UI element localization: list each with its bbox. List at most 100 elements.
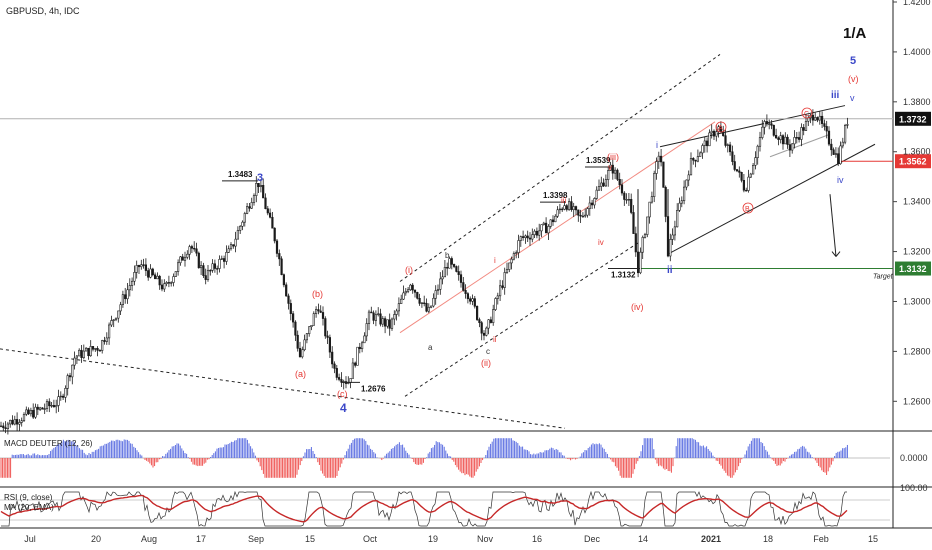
candle-body <box>402 292 405 300</box>
wave-label: c <box>486 347 490 356</box>
candle-body <box>294 321 297 336</box>
wave-label: 5 <box>850 55 856 67</box>
candle-body <box>85 347 88 352</box>
candle-body <box>303 339 306 351</box>
candle-body <box>163 283 166 290</box>
candle-body <box>503 272 506 288</box>
candle-body <box>287 295 290 304</box>
candle-body <box>25 409 28 415</box>
candle-body <box>489 319 493 323</box>
candle-body <box>544 222 548 234</box>
candle-body <box>498 285 502 297</box>
candle-body <box>59 395 62 398</box>
candle-body <box>241 221 244 227</box>
candle-body <box>572 206 575 210</box>
candle-body <box>687 174 690 181</box>
candle-body <box>80 349 83 358</box>
candle-body <box>436 289 440 291</box>
candle-body <box>354 362 357 366</box>
time-tick-label: 18 <box>763 534 773 544</box>
candle-body <box>655 161 658 174</box>
candle-body <box>236 230 240 240</box>
candle-body <box>20 420 23 423</box>
wave-label: iii <box>831 90 840 101</box>
candle-body <box>515 252 518 254</box>
candle-body <box>768 123 771 125</box>
candle-body <box>149 268 152 278</box>
candle-body <box>78 349 81 357</box>
candle-body <box>165 282 168 285</box>
candle-body <box>147 270 150 278</box>
candle-body <box>779 135 782 140</box>
candle-body <box>466 293 470 300</box>
price-tick-label: 1.3000 <box>903 296 931 306</box>
time-axis: Jul 20 Aug 17 Sep 15 Oct 19 Nov 16 Dec 14 2021 18 Feb 1… <box>24 534 878 544</box>
price-tag-label: 1.3132 <box>899 264 927 274</box>
candle-body <box>839 145 842 165</box>
candle-body <box>811 114 814 121</box>
candle-body <box>756 145 759 158</box>
candle-body <box>393 314 396 320</box>
candle-body <box>177 262 180 272</box>
candle-body <box>795 137 798 139</box>
price-annotation-label: 1.3398 <box>543 191 568 200</box>
candle-body <box>579 214 582 217</box>
candle-body <box>409 284 412 291</box>
candle-body <box>174 271 177 277</box>
candle-body <box>462 282 465 291</box>
wave-label: iv <box>598 238 604 247</box>
wave-label: C <box>804 111 809 118</box>
candle-body <box>620 184 624 194</box>
time-tick-label: Sep <box>248 534 264 544</box>
candle-body <box>496 295 499 299</box>
candle-body <box>710 130 713 134</box>
candle-body <box>154 274 157 280</box>
candle-body <box>802 127 805 131</box>
candle-body <box>770 123 773 126</box>
candle-body <box>728 144 732 153</box>
candle-body <box>41 407 44 410</box>
candle-body <box>32 410 35 418</box>
candle-body <box>772 125 775 136</box>
candle-body <box>128 285 131 291</box>
candle-body <box>239 225 242 231</box>
candle-body <box>183 256 187 261</box>
candle-body <box>567 201 571 210</box>
inner-wedge-line <box>769 133 831 158</box>
candle-body <box>800 127 803 140</box>
price-tick-label: 1.3400 <box>903 197 931 207</box>
candle-body <box>66 375 69 389</box>
candle-body <box>0 425 3 428</box>
time-tick-label: Feb <box>813 534 829 544</box>
candle-body <box>296 334 299 349</box>
candle-body <box>312 313 315 326</box>
candle-body <box>246 206 249 214</box>
candle-body <box>457 271 460 275</box>
candle-body <box>112 319 115 321</box>
candle-body <box>659 155 663 163</box>
time-tick-label: 20 <box>91 534 101 544</box>
candle-body <box>763 121 766 128</box>
candle-body <box>195 248 198 254</box>
price-annotation-label: 1.3539 <box>586 156 611 165</box>
wave-label: (iv) <box>631 302 644 312</box>
candle-body <box>395 310 398 315</box>
symbol-title: GBPUSD, 4h, IDC <box>6 6 80 16</box>
candle-body <box>383 318 387 327</box>
price-tick-label: 1.2600 <box>903 396 931 406</box>
candle-body <box>351 362 355 379</box>
candle-body <box>751 165 755 175</box>
candle-body <box>390 318 394 329</box>
candle-body <box>726 144 729 146</box>
candle-body <box>611 164 614 174</box>
candlestick-series <box>0 109 849 435</box>
candle-body <box>671 234 674 240</box>
rsi-ma-line <box>0 494 848 523</box>
candle-body <box>96 348 99 351</box>
candle-body <box>699 152 702 157</box>
candle-body <box>333 363 336 369</box>
price-tick-label: 1.3800 <box>903 97 931 107</box>
candle-body <box>439 278 442 290</box>
candle-body <box>712 130 716 137</box>
